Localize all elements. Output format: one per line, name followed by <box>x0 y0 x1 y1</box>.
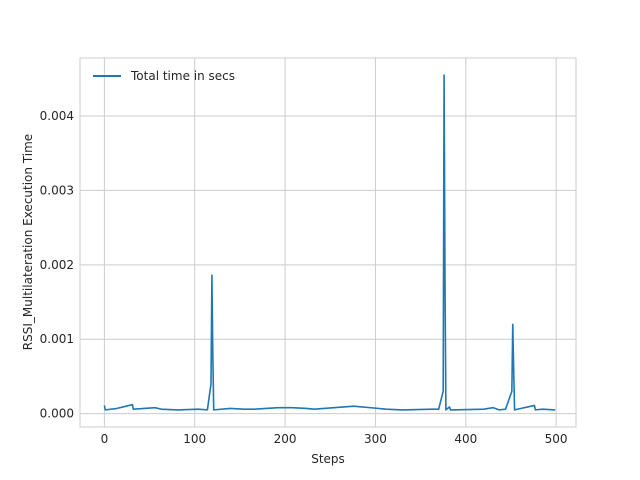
legend-label: Total time in secs <box>130 69 235 83</box>
x-tick-label: 200 <box>274 432 297 446</box>
series-line-total-time <box>103 74 556 411</box>
y-tick-label: 0.002 <box>40 258 74 272</box>
x-tick-label: 0 <box>101 432 109 446</box>
legend: Total time in secs <box>93 69 235 83</box>
y-tick-label: 0.003 <box>40 183 74 197</box>
x-axis-label: Steps <box>311 452 345 466</box>
x-tick-label: 400 <box>454 432 477 446</box>
y-axis-ticks: 0.000 0.001 0.002 0.003 0.004 <box>40 109 74 421</box>
y-tick-label: 0.001 <box>40 332 74 346</box>
x-tick-label: 300 <box>364 432 387 446</box>
y-tick-label: 0.004 <box>40 109 74 123</box>
x-tick-label: 500 <box>545 432 568 446</box>
y-tick-label: 0.000 <box>40 407 74 421</box>
plot-frame <box>79 57 577 428</box>
grid-lines <box>80 58 576 427</box>
y-axis-label: RSSI_Multilateration Execution Time <box>21 134 35 350</box>
x-axis-ticks: 0 100 200 300 400 500 <box>101 432 568 446</box>
x-tick-label: 100 <box>183 432 206 446</box>
plot-background <box>80 58 576 427</box>
